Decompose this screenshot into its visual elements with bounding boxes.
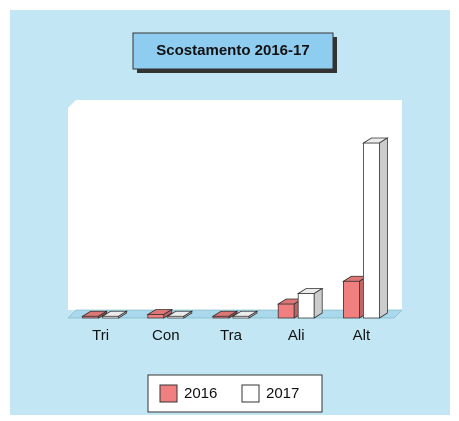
- chart-title: Scostamento 2016-17: [156, 42, 309, 59]
- bar: [166, 310, 194, 319]
- bar-face: [277, 303, 295, 319]
- x-tick-label: Tra: [220, 327, 243, 344]
- x-tick-label: Tri: [92, 327, 109, 344]
- legend-label: 2016: [184, 385, 217, 402]
- bar: [101, 310, 128, 319]
- bar-face: [297, 293, 315, 319]
- bar: [362, 137, 389, 319]
- bar-face: [342, 280, 360, 319]
- bar: [296, 287, 324, 319]
- legend-swatch: [159, 384, 178, 403]
- x-tick-label: Con: [152, 327, 180, 344]
- plot-area: [68, 100, 402, 310]
- x-tick-label: Alt: [353, 327, 371, 344]
- bar-face: [183, 310, 193, 319]
- legend-swatch: [241, 384, 260, 403]
- bar-face: [362, 142, 380, 319]
- bar: [146, 308, 174, 319]
- bar-face: [163, 308, 173, 319]
- bar: [81, 310, 108, 319]
- bar-face: [98, 310, 107, 319]
- bar-face: [228, 310, 238, 319]
- bar: [211, 310, 239, 319]
- bar-face: [248, 310, 258, 319]
- title-box: [132, 32, 334, 70]
- bar-face: [378, 137, 388, 319]
- bar-face: [313, 287, 323, 319]
- bar-face: [147, 314, 165, 319]
- legend-label: 2017: [266, 385, 299, 402]
- bar-face: [118, 310, 127, 319]
- bar: [231, 310, 259, 319]
- x-tick-label: Ali: [288, 327, 305, 344]
